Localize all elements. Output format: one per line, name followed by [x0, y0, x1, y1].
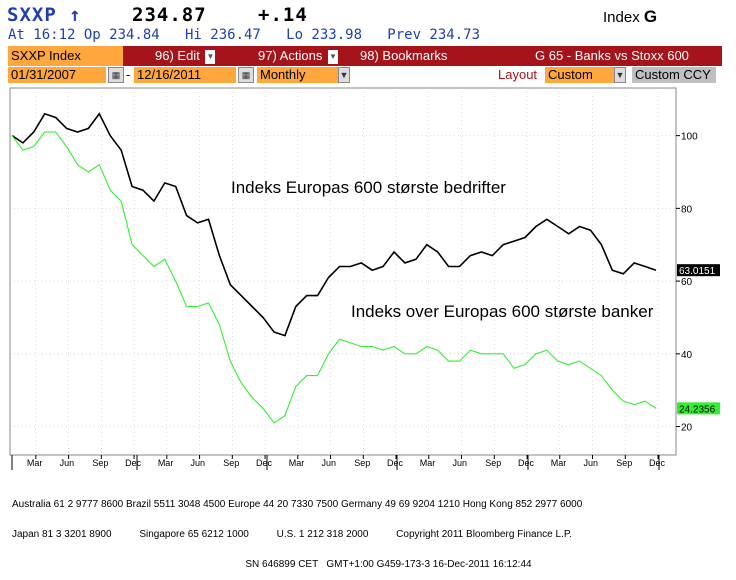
- y-axis-labels: 20 40 60 80 100: [681, 132, 698, 434]
- month-label: Dec: [387, 458, 404, 468]
- x-axis-labels: Mar Jun Sep Dec Mar Jun Sep Dec Mar Jun Sep Dec Mar J…: [27, 458, 674, 470]
- y-tick-label: 100: [681, 132, 698, 143]
- annotation-banks: Indeks over Europas 600 største banker: [351, 302, 654, 321]
- series-line-stoxx600: [11, 112, 657, 337]
- custom-ccy-button[interactable]: Custom CCY: [632, 67, 716, 83]
- chart-title: G 65 - Banks vs Stoxx 600: [535, 46, 689, 66]
- month-label: Sep: [354, 458, 370, 468]
- up-arrow-icon: ↑: [69, 4, 82, 26]
- last-value-badge: [677, 402, 720, 415]
- actions-menu-label: 97) Actions: [258, 48, 323, 63]
- end-date-field[interactable]: 12/16/2011: [134, 67, 236, 83]
- month-label: Jun: [584, 458, 599, 468]
- line-chart: 20 40 60 80 100 Mar Jun Sep Dec Mar Jun Sep Dec Mar J…: [9, 87, 720, 470]
- month-label: Dec: [256, 458, 273, 468]
- month-label: Jun: [322, 458, 337, 468]
- month-label: Jun: [191, 458, 206, 468]
- annotation-stoxx600: Indeks Europas 600 største bedrifter: [231, 178, 506, 197]
- start-date-field[interactable]: 01/31/2007: [8, 67, 106, 83]
- actions-menu[interactable]: 97) Actions ▼: [258, 46, 338, 66]
- gridlines: [10, 92, 680, 470]
- edit-menu-label: 96) Edit: [155, 48, 200, 63]
- series-line-banks: [11, 131, 657, 424]
- last-value-label: 24.2356: [679, 404, 716, 415]
- chevron-down-icon: ▼: [327, 49, 338, 64]
- function-key[interactable]: G: [643, 7, 658, 26]
- ticker-name: SXXP: [7, 4, 57, 26]
- month-label: Mar: [158, 458, 174, 468]
- month-label: Sep: [92, 458, 108, 468]
- plot-area: [9, 87, 677, 456]
- footer-line-3: SN 646899 CET GMT+1:00 G459-173-3 16-Dec…: [12, 559, 532, 570]
- security-field[interactable]: SXXP Index: [8, 46, 123, 66]
- month-label: Sep: [223, 458, 239, 468]
- edit-menu[interactable]: 96) Edit ▼: [155, 46, 216, 66]
- frequency-select[interactable]: Monthly: [257, 67, 350, 83]
- y-tick-label: 80: [681, 204, 693, 215]
- calendar-icon[interactable]: ▦: [238, 67, 254, 83]
- year-label: 2011: [591, 469, 610, 470]
- last-value-labels: 63.0151 24.2356: [677, 264, 720, 415]
- year-label: 2009: [329, 469, 349, 470]
- year-label: 20: [664, 469, 674, 470]
- footer-contacts: Australia 61 2 9777 8600 Brazil 5511 304…: [12, 480, 582, 580]
- frequency-value: Monthly: [260, 67, 306, 82]
- month-label: Mar: [420, 458, 436, 468]
- month-label: Sep: [485, 458, 501, 468]
- month-label: Mar: [27, 458, 43, 468]
- quote-line: At 16:12 Op 234.84 Hi 236.47 Lo 233.98 P…: [8, 27, 481, 43]
- month-label: Mar: [551, 458, 567, 468]
- y-tick-label: 40: [681, 350, 693, 361]
- month-label: Jun: [60, 458, 75, 468]
- bookmarks-menu-label: 98) Bookmarks: [360, 48, 448, 63]
- y-tick-label: 20: [681, 423, 693, 434]
- month-label: Dec: [649, 458, 666, 468]
- layout-select[interactable]: Custom: [545, 67, 625, 83]
- month-label: Dec: [125, 458, 142, 468]
- security-header: SXXP ↑ 234.87 +.14 Index G At 16:12 Op 2…: [0, 0, 736, 46]
- last-value-label: 63.0151: [679, 266, 716, 277]
- year-label: 2010: [461, 469, 481, 470]
- month-label: Mar: [289, 458, 305, 468]
- last-value-badge: [677, 264, 720, 277]
- y-tick-label: 60: [681, 277, 693, 288]
- footer-line-2: Japan 81 3 3201 8900 Singapore 65 6212 1…: [12, 529, 573, 540]
- month-label: Jun: [453, 458, 468, 468]
- security-type: Index G: [603, 7, 657, 27]
- layout-label: Layout: [498, 67, 538, 82]
- chevron-down-icon[interactable]: ▼: [338, 67, 350, 83]
- price-change: +.14: [258, 4, 308, 26]
- last-price: 234.87: [132, 4, 207, 26]
- year-label: 2008: [196, 469, 216, 470]
- footer-line-1: Australia 61 2 9777 8600 Brazil 5511 304…: [12, 499, 583, 510]
- calendar-icon[interactable]: ▦: [108, 67, 124, 83]
- ticker-symbol: SXXP ↑: [7, 4, 82, 26]
- date-separator: -: [126, 67, 131, 82]
- bookmarks-menu[interactable]: 98) Bookmarks: [360, 46, 448, 66]
- chevron-down-icon: ▼: [205, 49, 216, 64]
- month-label: Dec: [518, 458, 535, 468]
- series-lines: [11, 112, 657, 424]
- chevron-down-icon[interactable]: ▼: [614, 67, 626, 83]
- year-label: 2007: [72, 469, 92, 470]
- month-label: Sep: [616, 458, 632, 468]
- security-type-label: Index: [603, 9, 640, 26]
